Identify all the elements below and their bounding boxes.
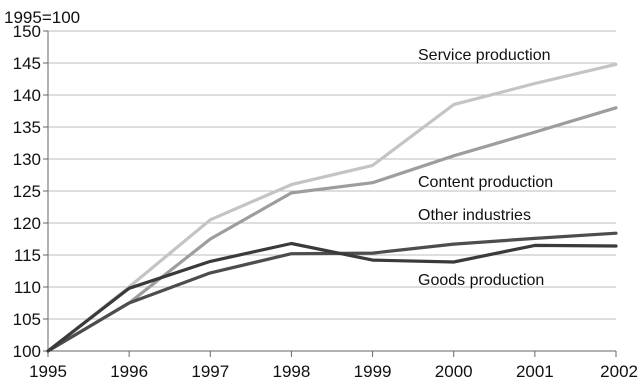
y-tick-label: 100 xyxy=(13,342,41,361)
x-tick-label: 1997 xyxy=(191,362,229,381)
x-tick-label: 1998 xyxy=(273,362,311,381)
series-line-content-production xyxy=(46,106,618,353)
label-layer: Service production Content production Othe… xyxy=(418,47,553,289)
series-label-goods-production: Goods production xyxy=(418,272,544,289)
x-tick-label: 2001 xyxy=(516,362,554,381)
grid-layer xyxy=(48,30,616,320)
series-line-goods-production xyxy=(46,241,618,353)
x-tick-label: 1996 xyxy=(110,362,148,381)
x-tick-label: 2002 xyxy=(600,362,638,381)
series-label-service-production: Service production xyxy=(418,47,551,64)
y-tick-label: 145 xyxy=(13,54,41,73)
y-tick-label: 120 xyxy=(13,214,41,233)
y-tick-label: 130 xyxy=(13,150,41,169)
axis-layer: 100 105 110 115 120 125 130 135 140 145 150 1995 199… xyxy=(13,22,638,381)
x-tick-label: 2000 xyxy=(435,362,473,381)
series-line-service-production xyxy=(46,62,618,353)
y-tick-label: 110 xyxy=(14,278,41,297)
y-tick-label: 140 xyxy=(13,86,41,105)
y-tick-label: 115 xyxy=(14,246,41,265)
series-label-content-production: Content production xyxy=(418,174,553,191)
x-tick-label: 1995 xyxy=(29,362,67,381)
x-tick-label: 1999 xyxy=(354,362,392,381)
y-tick-label: 135 xyxy=(13,118,41,137)
y-tick-label: 125 xyxy=(13,182,41,201)
series-label-other-industries: Other industries xyxy=(418,207,531,224)
series-layer xyxy=(46,62,618,353)
y-axis-unit-label: 1995=100 xyxy=(4,8,80,27)
y-tick-label: 105 xyxy=(13,310,41,329)
y-tick-label: 150 xyxy=(13,22,41,41)
